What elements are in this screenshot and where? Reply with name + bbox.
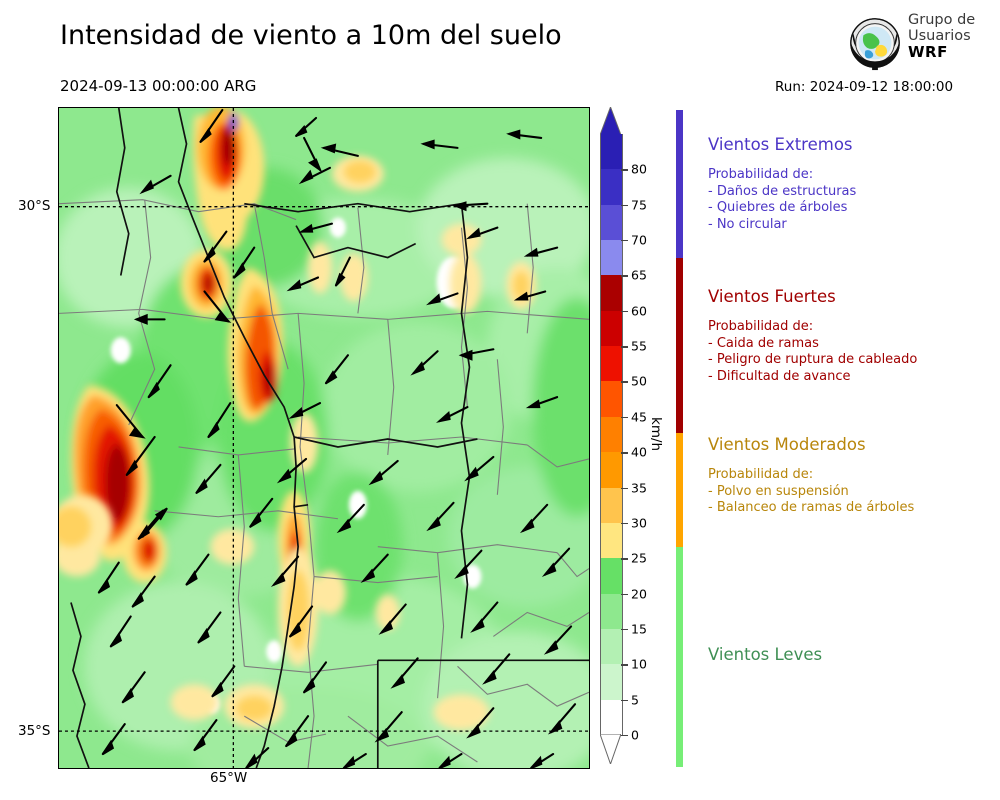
colorbar-segment — [601, 204, 622, 241]
lat-label-35s: 35°S — [18, 723, 51, 739]
colorbar-tick — [621, 240, 628, 242]
colorbar-tick-label: 55 — [631, 338, 647, 354]
colorbar-segment — [601, 628, 622, 665]
colorbar-tick — [621, 699, 628, 702]
colorbar-tick — [621, 735, 628, 737]
legend-title-moderados: Vientos Moderados — [708, 435, 866, 454]
colorbar-tick — [621, 381, 628, 383]
legend-item: - Quiebres de árboles — [708, 200, 848, 216]
colorbar-tick — [621, 346, 628, 348]
legend-intro-fuertes: Probabilidad de: — [708, 319, 814, 334]
legend-title-fuertes: Vientos Fuertes — [708, 287, 836, 306]
colorbar-tick-label: 10 — [631, 656, 647, 672]
legend-item: - No circular — [708, 216, 787, 232]
legend-item: - Dificultad de avance — [708, 368, 851, 384]
legend-intro-moderados: Probabilidad de: — [708, 467, 814, 482]
legend-bar-moderados — [676, 433, 683, 547]
legend-bar-extremos — [676, 110, 683, 258]
colorbar-segment — [601, 168, 622, 205]
colorbar-tick — [621, 628, 628, 631]
colorbar-segment — [601, 522, 622, 559]
legend-bar-fuertes — [676, 258, 683, 433]
colorbar: 0 5 10 15 20 25 30 35 40 45 50 55 60 65 70 75 80 — [600, 107, 647, 764]
colorbar-tick — [621, 310, 628, 313]
colorbar-tick-label: 60 — [631, 303, 647, 319]
legend-item: - Daños de estructuras — [708, 183, 857, 199]
page-title: Intensidad de viento a 10m del suelo — [60, 20, 562, 51]
colorbar-tick — [621, 487, 628, 489]
colorbar-tick — [621, 275, 628, 277]
colorbar-tick — [621, 558, 628, 560]
colorbar-tick — [621, 452, 628, 454]
colorbar-tick — [621, 204, 628, 207]
colorbar-tick — [621, 593, 628, 595]
legend-item: - Balanceo de ramas de árboles — [708, 500, 915, 516]
wind-speed-map[interactable] — [58, 107, 590, 769]
colorbar-tick-label: 80 — [631, 161, 647, 177]
colorbar-tick-label: 75 — [631, 197, 647, 213]
colorbar-tick-label: 15 — [631, 621, 647, 637]
colorbar-segment — [601, 134, 622, 170]
logo: Grupo de Usuarios WRF — [846, 12, 996, 74]
legend-bar-leves — [676, 547, 683, 767]
globe-emblem-icon — [850, 18, 900, 71]
colorbar-segment — [601, 557, 622, 594]
colorbar-tick-label: 20 — [631, 586, 647, 602]
legend-section-moderados: Vientos Moderados Probabilidad de: - Polvo… — [708, 435, 993, 517]
logo-line-1: Grupo de — [908, 12, 976, 28]
run-time-label: Run: 2024-09-12 18:00:00 — [775, 79, 954, 95]
colorbar-over-arrow — [600, 107, 621, 135]
colorbar-segment — [601, 593, 622, 629]
colorbar-segment — [601, 486, 622, 523]
legend-title-extremos: Vientos Extremos — [708, 135, 853, 154]
legend-item: - Polvo en suspensión — [708, 483, 849, 499]
legend-intro-extremos: Probabilidad de: — [708, 167, 814, 182]
colorbar-tick-label: 25 — [631, 550, 647, 566]
colorbar-unit-label: km/h — [648, 417, 664, 452]
colorbar-tick-label: 5 — [631, 692, 639, 708]
legend-section-leves: Vientos Leves — [708, 645, 993, 677]
colorbar-under-arrow — [600, 734, 621, 764]
colorbar-segment — [601, 451, 622, 488]
map-canvas — [59, 108, 589, 768]
colorbar-segment — [601, 699, 622, 735]
colorbar-tick — [621, 169, 628, 171]
legend-item: - Caida de ramas — [708, 335, 819, 351]
severity-legend: Vientos Extremos Probabilidad de: - Daños … — [676, 107, 996, 767]
legend-title-leves: Vientos Leves — [708, 645, 823, 664]
colorbar-segment — [601, 345, 622, 382]
colorbar-tick-label: 35 — [631, 480, 647, 496]
colorbar-tick-label: 0 — [631, 727, 639, 743]
colorbar-tick — [621, 522, 628, 525]
legend-section-fuertes: Vientos Fuertes Probabilidad de: - Caida d… — [708, 287, 993, 385]
lat-label-30s: 30°S — [18, 198, 51, 214]
colorbar-tick-label: 70 — [631, 232, 647, 248]
colorbar-tick-label: 40 — [631, 444, 647, 460]
colorbar-tick — [621, 416, 628, 419]
colorbar-tick-label: 30 — [631, 515, 647, 531]
lon-label-65w: 65°W — [210, 770, 248, 786]
colorbar-tick-label: 45 — [631, 409, 647, 425]
valid-time-label: 2024-09-13 00:00:00 ARG — [60, 77, 257, 95]
colorbar-body — [600, 134, 623, 735]
colorbar-segment — [601, 663, 622, 700]
colorbar-segment — [601, 416, 622, 453]
colorbar-tick-label: 50 — [631, 373, 647, 389]
legend-item: - Peligro de ruptura de cableado — [708, 352, 918, 368]
logo-line-2: Usuarios — [908, 28, 971, 44]
colorbar-tick-label: 65 — [631, 267, 647, 283]
logo-text: Grupo de Usuarios WRF — [908, 12, 975, 60]
colorbar-segment — [601, 310, 622, 347]
colorbar-segment — [601, 274, 622, 311]
colorbar-segment — [601, 239, 622, 276]
logo-line-3: WRF — [908, 43, 948, 61]
legend-section-extremos: Vientos Extremos Probabilidad de: - Daños … — [708, 135, 993, 233]
colorbar-tick — [621, 664, 628, 666]
colorbar-segment — [601, 380, 622, 417]
